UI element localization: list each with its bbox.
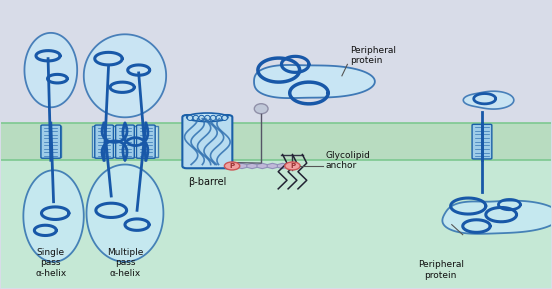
Text: Multiple
pass
α‐helix: Multiple pass α‐helix (107, 248, 143, 278)
Ellipse shape (187, 113, 228, 122)
Polygon shape (87, 164, 163, 262)
Text: Single
pass
α‐helix: Single pass α‐helix (35, 248, 66, 278)
FancyBboxPatch shape (115, 125, 134, 158)
Ellipse shape (193, 115, 199, 121)
Circle shape (285, 162, 300, 170)
Polygon shape (41, 126, 61, 158)
FancyBboxPatch shape (41, 125, 61, 158)
FancyBboxPatch shape (472, 124, 492, 159)
Ellipse shape (199, 115, 204, 121)
Polygon shape (237, 163, 247, 169)
FancyBboxPatch shape (95, 125, 113, 158)
Ellipse shape (205, 115, 210, 121)
Text: Peripheral
protein: Peripheral protein (350, 46, 396, 66)
Polygon shape (24, 33, 77, 107)
FancyBboxPatch shape (182, 115, 232, 168)
Text: P: P (290, 163, 295, 169)
Circle shape (224, 162, 240, 170)
Polygon shape (92, 126, 158, 158)
Text: β‐barrel: β‐barrel (188, 177, 226, 187)
Polygon shape (254, 65, 375, 98)
Bar (2, 123, 550, 288)
Polygon shape (442, 201, 552, 234)
Polygon shape (247, 163, 257, 169)
Ellipse shape (210, 115, 216, 121)
Ellipse shape (216, 115, 221, 121)
Text: Peripheral
protein: Peripheral protein (418, 260, 464, 280)
Polygon shape (277, 163, 288, 169)
Bar (2, 123, 550, 160)
Polygon shape (267, 163, 278, 169)
Polygon shape (84, 34, 166, 117)
Polygon shape (463, 91, 514, 109)
Polygon shape (257, 163, 268, 169)
Text: P: P (230, 163, 235, 169)
Ellipse shape (222, 115, 227, 121)
FancyBboxPatch shape (136, 125, 155, 158)
Polygon shape (23, 170, 84, 262)
Text: Glycolipid
anchor: Glycolipid anchor (326, 151, 370, 170)
Ellipse shape (254, 104, 268, 114)
Ellipse shape (187, 115, 193, 121)
